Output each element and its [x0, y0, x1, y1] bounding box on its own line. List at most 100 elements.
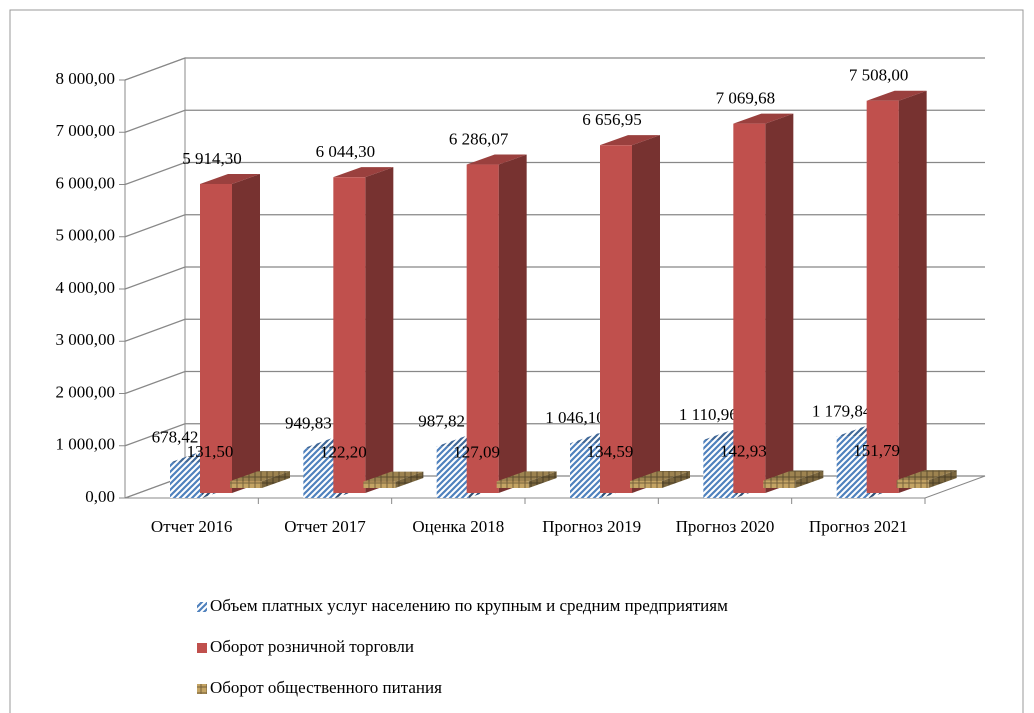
data-label: 1 110,96 — [679, 405, 738, 424]
legend-swatch — [197, 643, 207, 653]
bar-front — [333, 177, 366, 494]
y-tick-label: 1 000,00 — [56, 435, 116, 454]
bar-top — [230, 471, 290, 482]
bar-front — [733, 123, 766, 493]
bar-front — [436, 446, 469, 498]
bar-front — [630, 480, 662, 488]
y-tick-label: 8 000,00 — [56, 69, 116, 88]
bar — [763, 470, 824, 488]
bar-front — [230, 481, 262, 488]
bar-top — [496, 471, 557, 482]
bar-side — [898, 90, 927, 493]
bar — [496, 471, 557, 488]
y-tick-label: 7 000,00 — [56, 121, 116, 140]
bar — [600, 135, 660, 493]
legend-label: Объем платных услуг населению по крупным… — [210, 596, 728, 615]
data-label: 1 046,10 — [545, 408, 605, 427]
data-label: 131,50 — [187, 442, 234, 461]
data-label: 134,59 — [587, 442, 634, 461]
data-label: 127,09 — [453, 442, 500, 461]
bar-front — [496, 481, 529, 488]
bar — [466, 154, 527, 493]
bar-front — [170, 462, 202, 498]
bar-top — [763, 470, 824, 481]
y-tick-label: 3 000,00 — [56, 330, 116, 349]
bar-side — [498, 154, 527, 493]
grid-line — [124, 266, 985, 290]
legend-swatch — [197, 684, 207, 694]
y-tick-label: 5 000,00 — [56, 226, 116, 245]
grid-line — [124, 161, 985, 186]
bar-front — [466, 164, 499, 493]
bar — [896, 470, 957, 488]
legend-label: Оборот общественного питания — [210, 678, 442, 697]
grid-line — [124, 318, 985, 342]
bar-side — [662, 470, 690, 488]
bar-front — [600, 145, 632, 493]
legend-label: Оборот розничной торговли — [210, 637, 414, 656]
bar-front — [303, 448, 336, 498]
data-label: 1 179,84 — [812, 401, 872, 420]
bar-side — [795, 470, 824, 488]
data-label: 987,82 — [418, 411, 465, 430]
bar-top — [363, 471, 424, 482]
bar — [363, 471, 424, 488]
x-tick-label: Прогноз 2019 — [542, 517, 641, 536]
bar-front — [763, 480, 796, 488]
grid-line — [124, 57, 985, 81]
bar — [230, 471, 290, 488]
data-label: 678,42 — [152, 427, 199, 446]
bar — [200, 173, 260, 493]
bar-side — [528, 471, 557, 488]
x-tick-label: Прогноз 2020 — [676, 517, 775, 536]
bar-side — [632, 135, 660, 493]
data-label: 7 508,00 — [849, 66, 909, 85]
bar — [333, 167, 394, 494]
bar-top — [896, 470, 957, 481]
bar-front — [363, 481, 396, 488]
y-tick-label: 0,00 — [85, 487, 115, 506]
bar-side — [365, 167, 394, 494]
bar-side — [765, 113, 794, 493]
bar-side — [262, 471, 290, 488]
data-label: 6 286,07 — [449, 129, 509, 148]
bar — [733, 113, 794, 493]
x-tick-label: Отчет 2016 — [151, 517, 232, 536]
bar-side — [395, 471, 424, 488]
bar-top — [630, 470, 690, 481]
bar-front — [703, 439, 736, 498]
data-label: 7 069,68 — [716, 89, 776, 108]
bar-front — [836, 436, 869, 498]
bar-top — [333, 167, 394, 178]
bar-top — [866, 90, 927, 101]
y-tick-label: 4 000,00 — [56, 278, 116, 297]
x-tick-label: Отчет 2017 — [284, 517, 366, 536]
bar-side — [928, 470, 957, 488]
bar-front — [570, 443, 602, 498]
data-label: 5 914,30 — [182, 149, 242, 168]
bar-top — [733, 113, 794, 124]
data-label: 949,83 — [285, 413, 332, 432]
grid-line — [124, 214, 985, 238]
y-tick-label: 2 000,00 — [56, 382, 116, 401]
data-label: 6 656,95 — [582, 110, 642, 129]
data-label: 122,20 — [320, 443, 367, 462]
bar — [630, 470, 690, 488]
bar-top — [600, 135, 660, 146]
grid-line — [124, 109, 985, 133]
y-tick-label: 6 000,00 — [56, 173, 116, 192]
data-label: 142,93 — [720, 441, 767, 460]
bar-front — [896, 480, 929, 488]
data-label: 6 044,30 — [316, 142, 376, 161]
bar-front — [200, 183, 232, 493]
legend-swatch — [197, 602, 207, 612]
bar-top — [200, 173, 260, 184]
bar-front — [866, 100, 899, 493]
x-tick-label: Прогноз 2021 — [809, 517, 908, 536]
bar-top — [466, 154, 527, 165]
x-tick-label: Оценка 2018 — [412, 517, 504, 536]
bar — [866, 90, 927, 493]
data-label: 151,79 — [853, 441, 900, 460]
grid-line — [124, 370, 985, 395]
